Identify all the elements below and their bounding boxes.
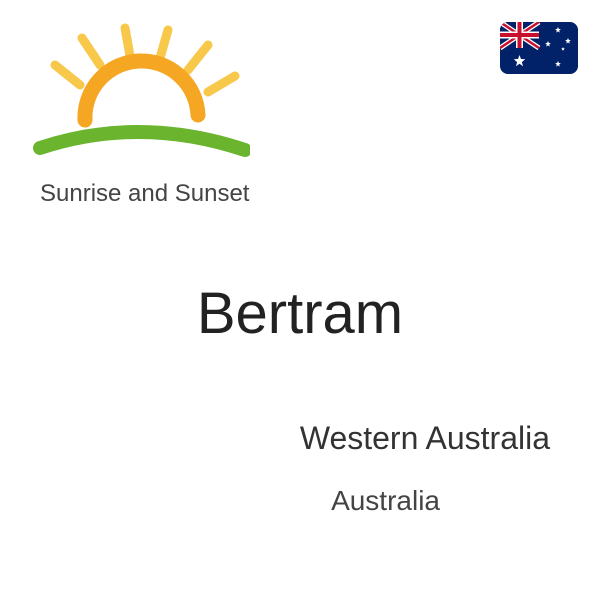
tagline-text: Sunrise and Sunset <box>40 180 249 208</box>
country-name: Australia <box>331 485 440 517</box>
sun-icon <box>30 20 250 170</box>
sunrise-logo <box>30 20 250 175</box>
region-name: Western Australia <box>300 420 550 457</box>
australia-flag-icon <box>500 22 578 74</box>
city-name: Bertram <box>0 280 600 347</box>
